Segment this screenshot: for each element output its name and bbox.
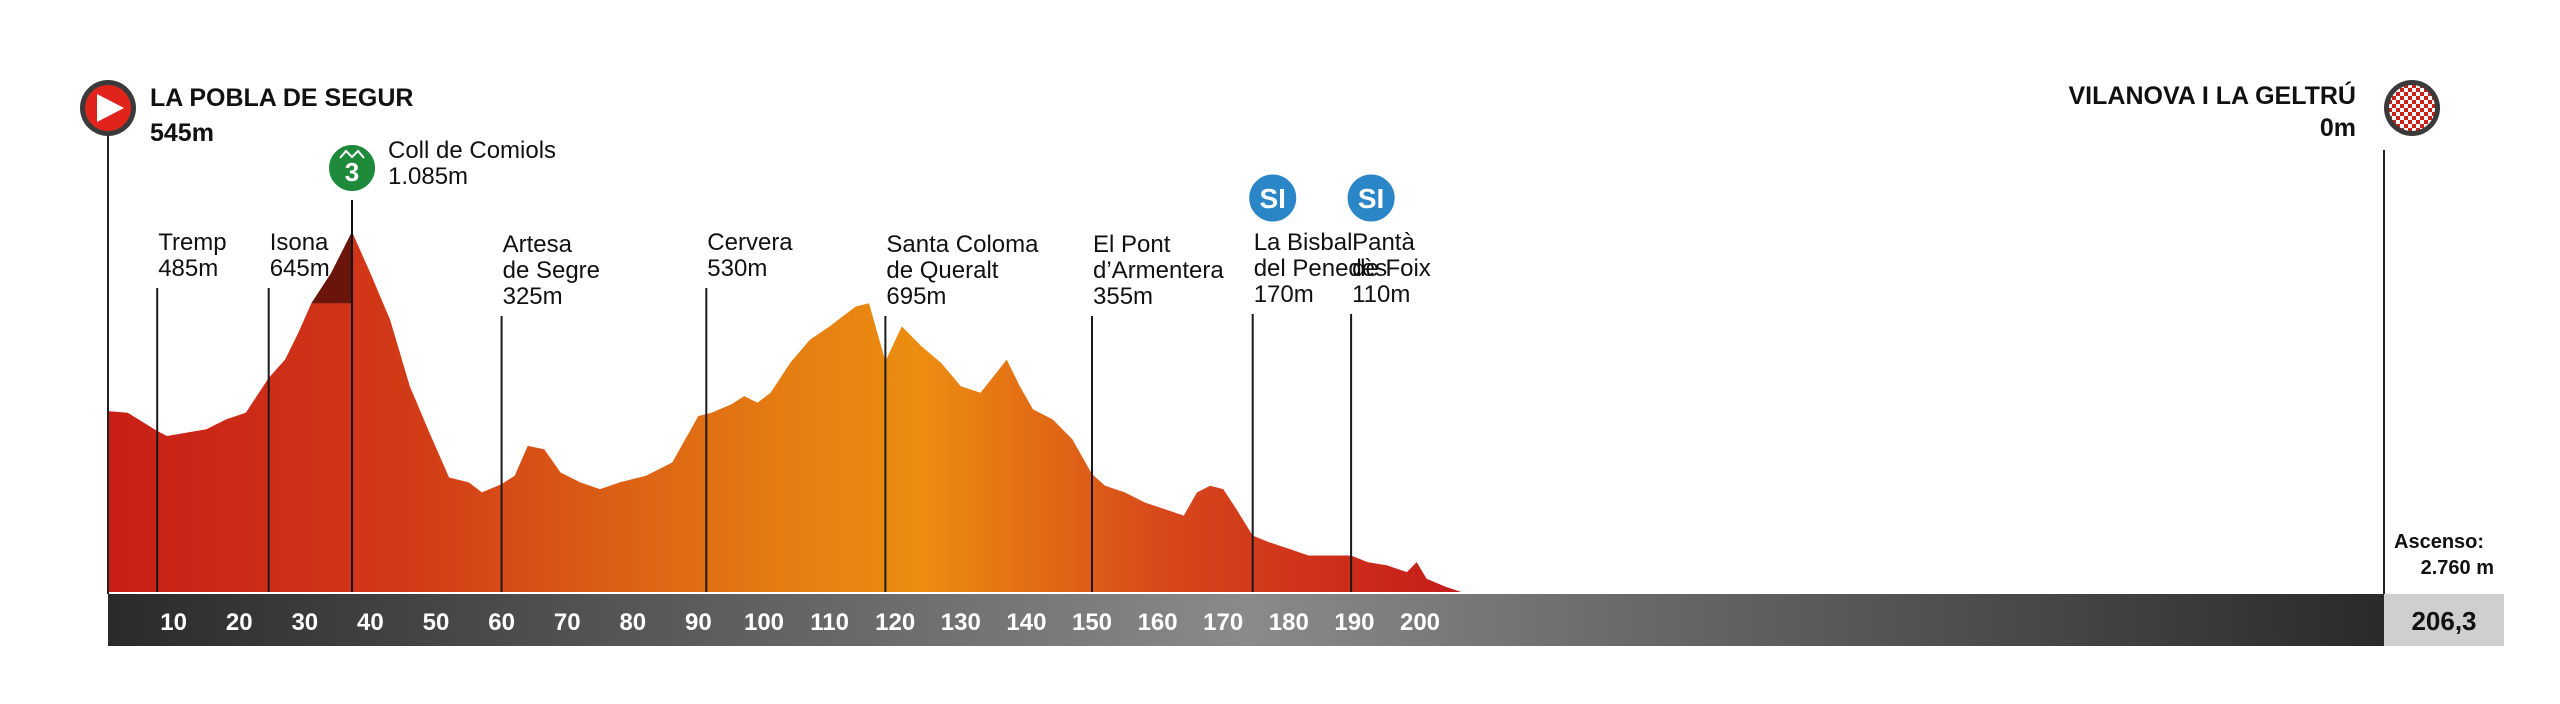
waypoint-label: La Bisbal [1254,229,1353,256]
sprint-badge-label: SI [1358,183,1384,214]
x-tick-label: 50 [423,609,450,636]
ascent-value: 2.760 m [2421,557,2494,579]
total-distance-bg [2384,594,2504,646]
x-tick-label: 40 [357,609,384,636]
waypoint-label: de Queralt [886,257,998,284]
total-distance: 206,3 [2411,606,2476,636]
waypoint-label: 325m [503,283,563,310]
climb-category: 3 [345,157,359,187]
total-distance-box: 206,3 [2384,594,2504,646]
intermediate-sprint-icon [1344,171,1398,225]
x-tick-label: 140 [1006,609,1046,636]
waypoint-label: Santa Coloma [886,231,1039,258]
finish-elevation: 0m [2320,114,2356,142]
waypoint-label: Coll de Comiols [388,137,556,164]
x-tick-label: 130 [941,609,981,636]
x-tick-label: 190 [1334,609,1374,636]
checkered-flag-icon [2389,85,2435,131]
waypoint-label: 530m [707,255,767,282]
waypoint-label: del Penedès [1254,255,1387,282]
waypoint-label: 645m [270,255,330,282]
waypoint-label: 170m [1254,281,1314,308]
distance-axis-bar [108,594,2384,646]
elevation-profile-area [108,231,1462,593]
start-elevation: 545m [150,119,214,147]
mountain-category-icon [327,143,378,193]
sprint-badge-label: SI [1259,183,1285,214]
x-tick-label: 170 [1203,609,1243,636]
waypoint-label: 485m [158,255,218,282]
x-tick-label: 120 [875,609,915,636]
x-tick-label: 110 [810,609,849,636]
waypoint-label: d’Armentera [1093,257,1224,284]
x-tick-label: 70 [554,609,581,636]
waypoint-label: Cervera [707,229,793,256]
waypoint-label: de Segre [503,257,600,284]
start-name: LA POBLA DE SEGUR [150,84,413,112]
x-tick-label: 60 [488,609,515,636]
intermediate-sprint-icon [1246,171,1300,225]
x-tick-label: 150 [1072,609,1112,636]
finish-name: VILANOVA I LA GELTRÚ [2069,80,2357,110]
x-tick-label: 90 [685,609,712,636]
waypoint-label: 1.085m [388,163,468,190]
x-tick-label: 20 [226,609,253,636]
finish-marker: VILANOVA I LA GELTRÚ 0m [2069,80,2440,594]
waypoint-label: 110m [1352,281,1410,308]
waypoint-label: de Foix [1352,255,1431,282]
x-tick-label: 180 [1269,609,1309,636]
start-marker: LA POBLA DE SEGUR 545m [80,80,413,594]
waypoint-label: El Pont [1093,231,1171,258]
ascent-label: Ascenso: [2394,531,2484,553]
x-tick-label: 100 [744,609,784,636]
waypoint-label: Artesa [503,231,573,258]
x-tick-label: 200 [1400,609,1440,636]
waypoint-label: 355m [1093,283,1153,310]
x-tick-label: 10 [160,609,187,636]
play-triangle-icon [97,94,124,122]
x-tick-label: 30 [291,609,318,636]
waypoint-label: 695m [886,283,946,310]
waypoint-label: Isona [270,229,329,256]
mountain-peaks-icon [339,149,365,159]
climb-final-section [304,231,352,304]
ascent-readout: Ascenso: 2.760 m [2394,531,2494,579]
waypoint-label: Tremp [158,229,226,256]
x-tick-label: 80 [619,609,646,636]
waypoint-label: Pantà [1352,229,1415,256]
x-tick-label: 160 [1138,609,1178,636]
